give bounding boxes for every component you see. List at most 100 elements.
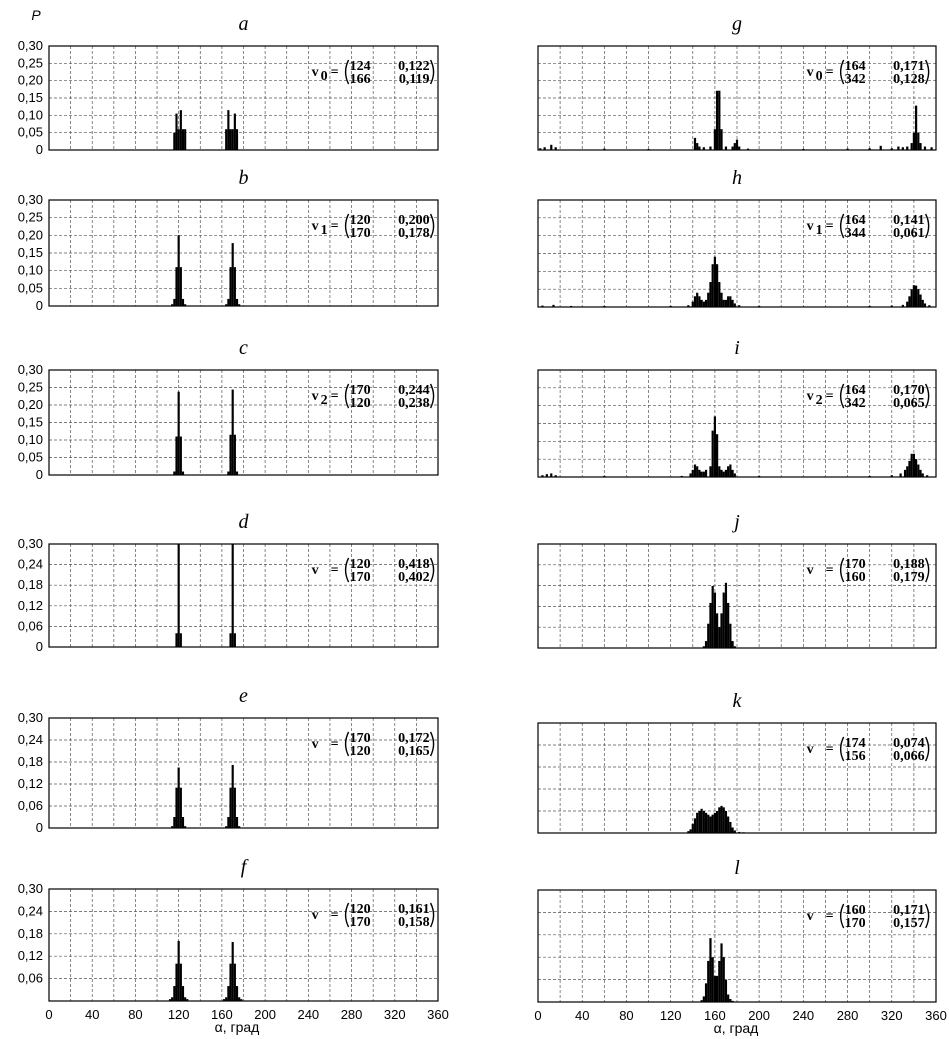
annotation-symbol: v: [807, 909, 814, 924]
matrix-angle: 120: [350, 213, 371, 228]
annotation-subscript: 1: [816, 223, 823, 238]
bar: [722, 471, 725, 477]
annotation-symbol: v: [312, 389, 319, 404]
matrix-angle: 342: [845, 72, 866, 87]
bar: [906, 301, 909, 307]
bar: [704, 983, 708, 1002]
bar: [231, 544, 234, 647]
x-tick-label: 40: [575, 1008, 589, 1023]
bars: [700, 938, 734, 1002]
bar: [733, 143, 736, 150]
panel-title: e: [239, 685, 248, 707]
bar: [687, 305, 690, 307]
bar: [715, 264, 719, 307]
y-tick-label: 0,30: [18, 362, 43, 377]
bar: [554, 475, 557, 477]
bar: [233, 267, 236, 306]
matrix-probability: 0,065: [893, 396, 925, 411]
bar: [715, 613, 719, 648]
panel-h: h v 1 = 164 0,141 344 0,061: [537, 167, 937, 308]
bar: [227, 298, 230, 306]
annotation-matrix: v 1 = 164 0,141 344 0,061: [807, 213, 930, 241]
bar: [722, 957, 725, 1002]
bar: [689, 473, 692, 477]
bar: [235, 129, 239, 150]
matrix-left-bracket: [344, 213, 350, 239]
bar: [733, 646, 736, 648]
bar: [222, 999, 226, 1001]
bar: [702, 301, 705, 307]
annotation-matrix: v 2 = 164 0,170 342 0,065: [807, 383, 930, 411]
annotation-matrix: v = 170 0,188 160 0,179: [807, 557, 930, 585]
x-tick-label: 320: [881, 1008, 903, 1023]
panel-title: j: [731, 511, 740, 533]
x-tick-label: 120: [168, 1007, 190, 1022]
y-tick-label: 0,25: [18, 210, 43, 225]
bar: [696, 292, 699, 307]
y-tick-label: 0,06: [18, 798, 43, 813]
bar: [181, 817, 185, 828]
annotation-equals: =: [826, 563, 834, 578]
bar: [696, 466, 699, 477]
annotation-equals: =: [331, 219, 339, 234]
matrix-probability: 0,200: [398, 213, 430, 228]
annotation-equals: =: [331, 65, 339, 80]
bar: [923, 146, 927, 150]
y-tick-label: 0,12: [18, 598, 43, 613]
bar: [179, 787, 182, 828]
matrix-right-bracket: [429, 59, 435, 85]
bar: [541, 475, 544, 477]
x-tick-label: 160: [704, 1008, 726, 1023]
bar: [171, 304, 174, 306]
bar: [733, 473, 736, 477]
matrix-left-bracket: [344, 383, 350, 409]
bar: [238, 304, 241, 306]
x-tick-label: 160: [211, 1007, 233, 1022]
bar: [718, 466, 721, 477]
annotation-subscript: 2: [321, 393, 328, 408]
y-tick-label: 0,18: [18, 754, 43, 769]
bar: [930, 147, 933, 150]
bar: [707, 292, 710, 307]
panel-e: e 0,30 0,24 0,18 0,12 0,06 0 v = 170 0,172 120 0,165: [18, 685, 439, 835]
matrix-angle: 170: [350, 570, 371, 585]
y-tick-label: 0,15: [18, 245, 43, 260]
y-tick-label: 0: [36, 467, 43, 482]
matrix-left-bracket: [839, 213, 845, 239]
bars: [175, 544, 236, 647]
bar: [727, 296, 730, 307]
x-tick-label: 0: [45, 1007, 52, 1022]
annotation-symbol: v: [312, 737, 319, 752]
bar: [729, 296, 732, 307]
bar: [908, 296, 911, 307]
matrix-probability: 0,128: [893, 72, 925, 87]
matrix-probability: 0,165: [398, 744, 430, 759]
panel-title: c: [239, 337, 248, 359]
bar: [718, 282, 721, 307]
y-tick-label: 0,20: [18, 397, 43, 412]
bar: [179, 633, 182, 647]
matrix-right-bracket: [925, 59, 930, 85]
bar: [711, 814, 714, 833]
panel-title: a: [239, 13, 249, 35]
x-tick-label: 360: [427, 1007, 449, 1022]
bar: [181, 298, 185, 306]
bar: [173, 817, 176, 828]
bar: [890, 148, 893, 150]
bar: [184, 826, 187, 828]
matrix-probability: 0,122: [398, 59, 430, 74]
panel-c: c 0,30 0,25 0,20 0,15 0,10 0,05 0 v 2 = 170 0,244 120…: [18, 337, 439, 482]
bar: [696, 143, 699, 150]
bar: [926, 475, 929, 477]
bar: [722, 299, 725, 307]
bars: [173, 110, 239, 150]
bars: [173, 389, 239, 475]
bar: [729, 464, 732, 477]
bar: [227, 986, 230, 1001]
matrix-probability: 0,158: [398, 915, 430, 930]
y-tick-label: 0: [36, 298, 43, 313]
bar: [543, 147, 546, 150]
bar: [240, 999, 243, 1001]
bar: [229, 787, 232, 828]
